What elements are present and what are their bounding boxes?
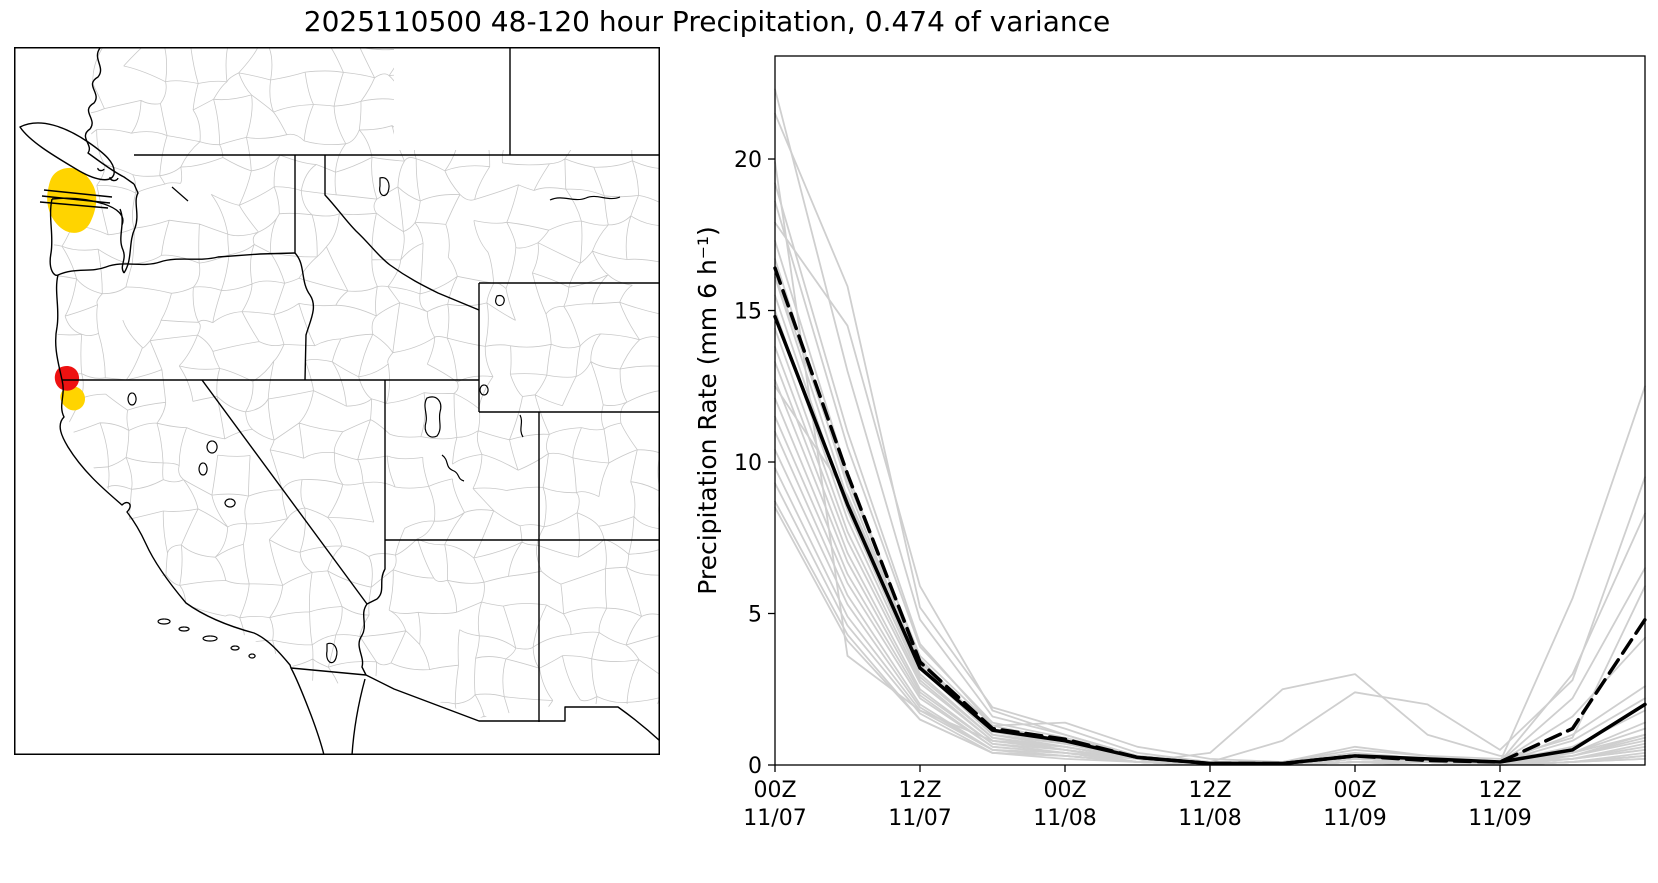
border-wa-or-columbia xyxy=(57,252,296,276)
lake-powell xyxy=(441,454,465,482)
highlight-puget-sound xyxy=(47,167,97,233)
vancouver-island xyxy=(19,122,115,181)
y-tick-label: 10 xyxy=(734,451,762,476)
series-ens-20 xyxy=(774,467,1646,766)
x-tick-label-time: 00Z xyxy=(1333,778,1376,803)
series-ens-05 xyxy=(774,200,1646,763)
y-tick-label: 5 xyxy=(748,603,762,628)
x-tick-label-time: 00Z xyxy=(1043,778,1086,803)
series-ens-24 xyxy=(774,385,1646,763)
y-tick-label: 15 xyxy=(734,300,762,325)
pyramid-lake xyxy=(206,440,218,454)
puget-sound xyxy=(51,183,139,274)
highlight-norcal-red xyxy=(54,366,80,391)
border-id-mt xyxy=(324,155,480,311)
border-az-nm-mexico xyxy=(365,674,660,742)
x-tick-label-date: 11/09 xyxy=(1323,806,1386,831)
state-borders xyxy=(57,48,660,742)
series-ens-19 xyxy=(774,385,1646,766)
x-tick-label-date: 11/07 xyxy=(743,806,806,831)
pacific-coast xyxy=(49,198,325,755)
border-or-id-snake xyxy=(294,252,315,381)
series-ens-25 xyxy=(774,273,1646,763)
highlight-norcal-yellow xyxy=(60,386,85,411)
y-axis-label: Precipitation Rate (mm 6 h⁻¹) xyxy=(693,226,722,595)
x-tick-label-time: 00Z xyxy=(753,778,796,803)
series-mean-solid-black xyxy=(773,314,1647,766)
x-tick-label-time: 12Z xyxy=(898,778,941,803)
series-ens-16 xyxy=(774,397,1646,766)
flathead-lake xyxy=(379,177,390,197)
watershed-basin-mesh xyxy=(53,48,660,718)
coastline xyxy=(19,47,366,755)
upper-klamath-lake xyxy=(127,392,137,406)
chart-panel: 00Z 11/07 12Z 11/07 00Z 11/08 12Z 11/08 00Z 11/09… xyxy=(693,55,1647,831)
border-ca-mexico xyxy=(290,667,367,676)
lakes xyxy=(127,177,621,664)
coast-bc-fjords xyxy=(84,47,135,185)
mono-lake xyxy=(224,498,236,508)
x-tick-label-date: 11/09 xyxy=(1468,806,1531,831)
border-nv-az-river xyxy=(366,540,386,605)
basin-mesh-path xyxy=(53,48,660,718)
bear-lake xyxy=(479,384,489,396)
yellowstone-lake xyxy=(495,294,505,307)
x-tick-label-date: 11/08 xyxy=(1178,806,1241,831)
fort-peck-reservoir xyxy=(549,195,621,201)
great-salt-lake xyxy=(424,396,442,438)
x-tick-label-time: 12Z xyxy=(1478,778,1521,803)
gulf-islands xyxy=(97,167,119,182)
gulf-of-california xyxy=(351,678,366,755)
flaming-gorge xyxy=(519,414,524,438)
series-ens-09 xyxy=(774,276,1646,763)
series-ens-04 xyxy=(774,182,1646,766)
lake-chelan xyxy=(171,186,189,202)
y-tick-label: 20 xyxy=(734,148,762,173)
series-dashed-black xyxy=(773,266,1647,766)
salton-sea xyxy=(326,642,338,664)
y-tick-label: 0 xyxy=(748,754,762,779)
series-ens-17 xyxy=(774,415,1646,763)
x-tick-label-date: 11/07 xyxy=(888,806,951,831)
border-ca-nv xyxy=(201,379,368,605)
map-frame xyxy=(14,47,660,755)
lake-tahoe xyxy=(198,462,208,476)
border-ca-az-colorado-river xyxy=(358,603,368,676)
plot-frame xyxy=(774,55,1646,766)
channel-islands xyxy=(157,618,256,659)
figure-title: 2025110500 48-120 hour Precipitation, 0.… xyxy=(303,5,1111,38)
series-ens-08 xyxy=(774,258,1646,766)
x-tick-label-time: 12Z xyxy=(1188,778,1231,803)
series-ens-18 xyxy=(774,430,1646,766)
map-panel xyxy=(14,47,660,755)
series-ens-23 xyxy=(774,506,1646,763)
x-tick-label-date: 11/08 xyxy=(1033,806,1096,831)
